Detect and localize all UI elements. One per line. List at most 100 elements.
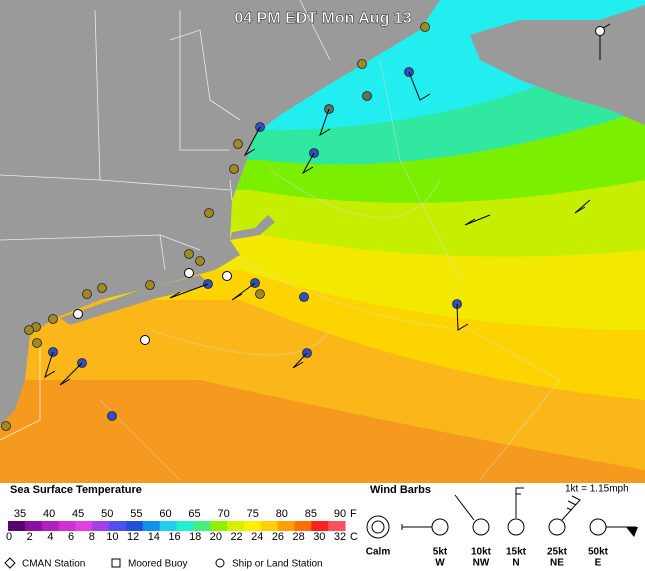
- land: [230, 215, 275, 240]
- map: 04 PM EDT Mon Aug 13: [0, 0, 645, 483]
- station: [233, 139, 243, 149]
- c-unit: C: [350, 531, 358, 543]
- wind-barb: [301, 152, 315, 175]
- ship-station: [184, 268, 194, 278]
- scale-swatch: [328, 521, 346, 531]
- wind-barb: [169, 283, 209, 299]
- c-label: 26: [272, 531, 284, 543]
- station: [357, 59, 367, 69]
- c-label: 18: [189, 531, 201, 543]
- ship-station: [140, 335, 150, 345]
- station-symbol: [589, 518, 607, 536]
- wind-barb: [456, 303, 469, 331]
- station-label: Moored Buoy: [128, 559, 187, 570]
- stations: [1, 22, 611, 431]
- station-symbol: [507, 518, 525, 536]
- station: [299, 292, 309, 302]
- wind-speed: Calm: [366, 547, 391, 558]
- scale-swatch: [92, 521, 110, 531]
- station: [184, 249, 194, 259]
- cman-symbol: [4, 557, 16, 569]
- station-symbol: [548, 518, 566, 536]
- wind-speed: 10kt: [471, 547, 492, 558]
- f-label: 35: [14, 508, 26, 520]
- scale-swatch: [277, 521, 295, 531]
- station: [229, 164, 239, 174]
- f-label: 55: [130, 508, 142, 520]
- station-symbol: [431, 518, 449, 536]
- c-label: 0: [6, 531, 12, 543]
- f-label: 90: [334, 508, 346, 520]
- c-label: 4: [47, 531, 53, 543]
- wind-direction: N: [512, 558, 519, 569]
- barb-symbol: [401, 524, 432, 530]
- land: [60, 275, 210, 325]
- c-label: 16: [168, 531, 180, 543]
- scale-swatch: [58, 521, 76, 531]
- f-label: 75: [247, 508, 259, 520]
- wind-barb: [408, 71, 431, 101]
- map-title: 04 PM EDT Mon Aug 13: [234, 10, 411, 27]
- scale-swatch: [193, 521, 211, 531]
- scale-swatch: [41, 521, 60, 531]
- f-label: 85: [305, 508, 317, 520]
- station: [255, 289, 265, 299]
- wind-direction: E: [595, 558, 602, 569]
- scale-swatch: [294, 521, 312, 531]
- c-label: 6: [68, 531, 74, 543]
- c-label: 28: [293, 531, 305, 543]
- station: [97, 283, 107, 293]
- scale-swatch: [125, 521, 144, 531]
- wind-conversion: 1kt = 1.15mph: [565, 484, 629, 495]
- wind-speed: 25kt: [547, 547, 568, 558]
- station: [82, 289, 92, 299]
- f-label: 40: [43, 508, 55, 520]
- wind-barb: [319, 108, 331, 137]
- wind-barb: [574, 199, 591, 214]
- c-label: 14: [148, 531, 160, 543]
- ship-station: [222, 271, 232, 281]
- wind-direction: NW: [473, 558, 490, 569]
- f-label: 50: [101, 508, 113, 520]
- c-label: 24: [251, 531, 263, 543]
- station: [32, 338, 42, 348]
- wind-title: Wind Barbs: [370, 484, 431, 496]
- station: [362, 91, 372, 101]
- f-label: 80: [276, 508, 288, 520]
- barb-flag: [626, 527, 638, 537]
- wind-speed: 50kt: [588, 547, 609, 558]
- barb-symbol: [515, 487, 524, 518]
- buoy-symbol: [111, 558, 121, 568]
- wind-direction: NE: [550, 558, 564, 569]
- c-label: 22: [230, 531, 242, 543]
- ship-station: [73, 309, 83, 319]
- f-label: 45: [72, 508, 84, 520]
- scale-swatch: [159, 521, 177, 531]
- station: [145, 280, 155, 290]
- scale-swatch: [260, 521, 279, 531]
- c-label: 30: [313, 531, 325, 543]
- wind-speed: 5kt: [433, 547, 448, 558]
- station-symbol: [472, 518, 490, 536]
- c-label: 8: [89, 531, 95, 543]
- station-label: Ship or Land Station: [232, 559, 323, 570]
- sst-title: Sea Surface Temperature: [10, 484, 142, 496]
- scale-swatch: [24, 521, 43, 531]
- station: [48, 314, 58, 324]
- scale-swatch: [210, 521, 228, 531]
- wind-barb: [44, 351, 56, 379]
- scale-swatch: [109, 521, 127, 531]
- f-label: 60: [159, 508, 171, 520]
- c-label: 2: [27, 531, 33, 543]
- f-label: 70: [218, 508, 230, 520]
- state-borders: [0, 0, 331, 441]
- f-unit: F: [350, 508, 357, 520]
- station: [420, 22, 430, 32]
- c-label: 12: [127, 531, 139, 543]
- wind-barb: [292, 352, 308, 369]
- wind-barb: [59, 362, 83, 386]
- station: [107, 411, 117, 421]
